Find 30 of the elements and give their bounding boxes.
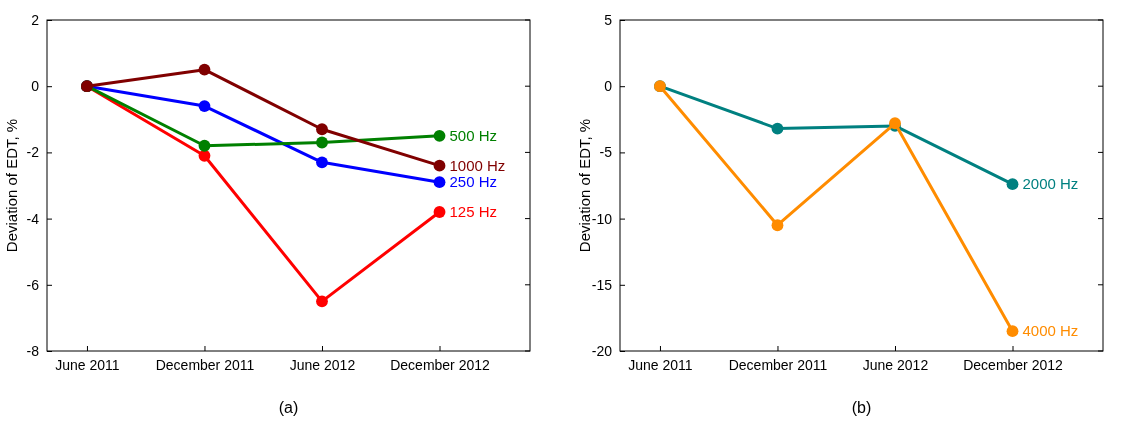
series-label: 250 Hz	[449, 173, 498, 191]
series-label: 1000 Hz	[449, 156, 506, 174]
x-tick-label: December 2012	[390, 356, 491, 373]
y-tick-label: -6	[26, 276, 40, 293]
y-tick-label: -20	[591, 342, 613, 359]
text: (b)	[851, 399, 872, 416]
y-tick-label: 2	[31, 11, 40, 28]
y-tick-label: -2	[26, 144, 40, 161]
text: (a)	[278, 399, 299, 416]
series-label: 4000 Hz	[1022, 322, 1079, 340]
x-tick-label: June 2012	[862, 356, 929, 373]
y-tick-label: 0	[604, 78, 613, 95]
y-tick-label: 0	[31, 78, 40, 95]
y-axis-title: Deviation of EDT, %	[576, 118, 593, 253]
series-label: 125 Hz	[449, 203, 498, 221]
x-tick-label: December 2011	[155, 356, 255, 373]
x-tick-label: June 2011	[628, 356, 693, 373]
x-tick-label: June 2011	[55, 356, 120, 373]
x-tick-label: December 2012	[963, 356, 1064, 373]
x-tick-label: June 2012	[289, 356, 356, 373]
series-label: 500 Hz	[449, 127, 498, 145]
y-tick-label: -8	[26, 342, 40, 359]
y-tick-label: -10	[591, 210, 613, 227]
series-label: 2000 Hz	[1022, 175, 1079, 193]
y-tick-label: -5	[599, 144, 613, 161]
y-tick-label: -15	[591, 276, 613, 293]
x-tick-label: December 2011	[728, 356, 828, 373]
y-axis-title: Deviation of EDT, %	[3, 118, 20, 253]
y-tick-label: 5	[604, 11, 613, 28]
y-tick-label: -4	[26, 210, 40, 227]
